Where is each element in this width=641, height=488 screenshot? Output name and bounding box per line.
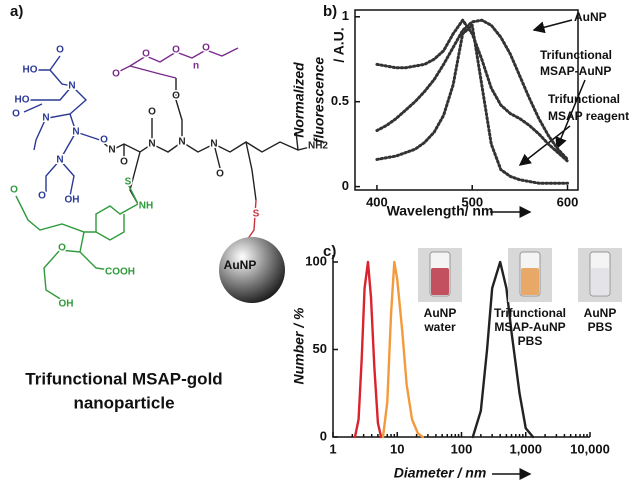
atom-label: O — [58, 243, 66, 254]
series-label: AuNP — [574, 10, 607, 24]
vial-liquid — [521, 268, 539, 295]
atom-label: O — [12, 109, 20, 120]
atom-label: O — [172, 91, 180, 102]
y-tick-label: 100 — [305, 253, 327, 268]
caption: nanoparticle — [73, 393, 174, 412]
atom-label: N — [148, 139, 155, 150]
x-tick-label: 600 — [557, 194, 579, 209]
atom-label: O — [56, 45, 64, 56]
atom-label: OH — [59, 299, 74, 310]
atom-label: O — [120, 157, 128, 168]
atom-label: N — [72, 127, 79, 138]
y-tick-label: 0.5 — [331, 93, 349, 108]
atom-label: S — [125, 177, 132, 188]
inset-label: Trifunctional — [494, 306, 566, 320]
vial-liquid — [431, 268, 449, 295]
series-line — [381, 260, 425, 439]
atom-label: O — [142, 49, 150, 60]
y-axis-label: Normalized — [291, 62, 307, 138]
atom-label: OH — [65, 195, 80, 206]
atom-label: NH2 — [308, 141, 328, 152]
atom-label: O — [216, 169, 224, 180]
series-label: MSAP-AuNP — [540, 64, 611, 78]
panel-label: b) — [323, 3, 337, 20]
atom-label: O — [10, 185, 18, 196]
atom-label: N — [68, 81, 75, 92]
panel-label: a) — [10, 3, 23, 20]
inset-label: PBS — [518, 334, 543, 348]
y-tick-label: 50 — [313, 341, 327, 356]
atom-label: O — [172, 45, 180, 56]
x-tick-label: 1,000 — [509, 441, 542, 456]
atom-label: COOH — [105, 267, 135, 278]
x-tick-label: 10,000 — [570, 441, 610, 456]
inset-label: PBS — [588, 320, 613, 334]
inset-label: AuNP — [424, 306, 457, 320]
x-axis-label: Diameter / nm — [394, 465, 487, 481]
inset-label: MSAP-AuNP — [494, 320, 565, 334]
y-tick-label: 1 — [342, 8, 349, 23]
atom-label: N — [108, 145, 115, 156]
atom-label: NH — [139, 201, 153, 212]
plot-frame — [354, 9, 579, 191]
atom-label: O — [112, 69, 120, 80]
x-tick-label: 500 — [461, 194, 483, 209]
inset-label: AuNP — [584, 306, 617, 320]
series-label: Trifunctional — [548, 92, 620, 106]
atom-label: N — [210, 139, 217, 150]
particle-label: AuNP — [224, 258, 257, 272]
y-axis-label: Number / % — [291, 307, 307, 385]
x-tick-label: 100 — [451, 441, 473, 456]
atom-label: S — [253, 209, 260, 220]
x-axis-label: Wavelength/ nm — [387, 203, 494, 219]
atom-label: n — [193, 61, 199, 72]
series-line — [353, 260, 383, 439]
series-line — [375, 23, 570, 185]
atom-label: O — [148, 107, 156, 118]
atom-label: HO — [23, 65, 38, 76]
atom-label: O — [38, 191, 46, 202]
vial-liquid — [591, 268, 609, 295]
annotation-arrows — [490, 19, 586, 480]
atom-label: N — [56, 155, 63, 166]
y-axis-label: fluorescence — [311, 57, 327, 144]
x-tick-label: 400 — [366, 194, 388, 209]
series-label: MSAP reagent — [548, 109, 629, 123]
series-line — [375, 18, 570, 161]
x-tick-label: 1 — [329, 441, 336, 456]
caption: Trifunctional MSAP-gold — [25, 369, 222, 388]
atom-label: O — [100, 135, 108, 146]
gold-particle — [219, 237, 285, 303]
y-tick-label: 0 — [342, 178, 349, 193]
y-axis-label: / A.U. — [331, 27, 347, 62]
inset-label: water — [423, 320, 456, 334]
atom-label: O — [202, 43, 210, 54]
atom-label: HO — [15, 95, 30, 106]
atom-label: N — [178, 137, 185, 148]
series-line — [471, 260, 535, 439]
series-label: Trifunctional — [540, 48, 612, 62]
y-tick-label: 0 — [320, 428, 327, 443]
atom-label: N — [42, 113, 49, 124]
x-tick-label: 10 — [390, 441, 404, 456]
series-line — [375, 18, 570, 163]
